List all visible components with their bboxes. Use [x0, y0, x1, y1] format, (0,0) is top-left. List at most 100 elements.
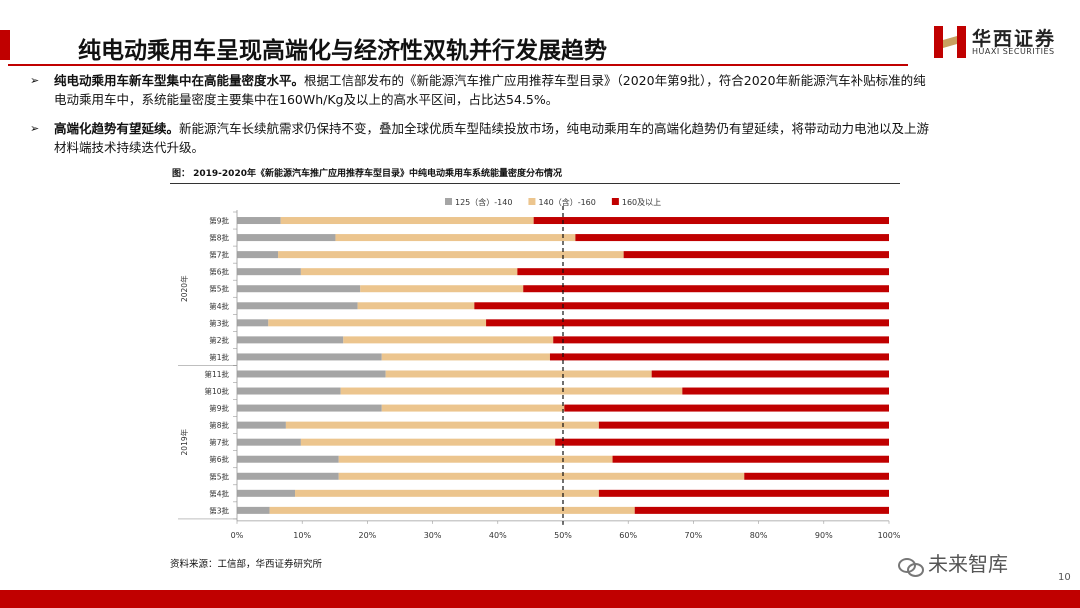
watermark-text: 未来智库: [928, 552, 1008, 576]
bar-segment-1: [237, 370, 386, 378]
bar-segment-3: [553, 336, 889, 344]
category-label: 第9批: [209, 216, 229, 226]
bar-segment-3: [623, 251, 889, 259]
x-tick-label: 90%: [815, 531, 833, 540]
bar-segment-2: [338, 455, 613, 463]
category-label: 第11批: [204, 369, 229, 379]
category-label: 第4批: [209, 301, 229, 311]
bar-segment-1: [237, 251, 279, 259]
bullet-arrow-icon: ➢: [30, 122, 40, 135]
bar-segment-1: [237, 302, 358, 310]
bar-segment-1: [237, 421, 286, 429]
bar-segment-3: [549, 353, 889, 361]
figure-caption: 图： 2019-2020年《新能源汽车推广应用推荐车型目录》中纯电动乘用车系统能…: [172, 169, 562, 179]
legend-label-1: 125（含）-140: [455, 197, 512, 207]
bar-segment-1: [237, 234, 336, 242]
wechat-icon: [898, 556, 924, 577]
bullet-arrow-icon: ➢: [30, 74, 40, 87]
bar-segment-2: [343, 336, 554, 344]
bar-segment-2: [295, 489, 599, 497]
category-label: 第6批: [209, 454, 229, 464]
bar-segment-3: [575, 234, 889, 242]
category-label: 第7批: [209, 437, 229, 447]
huaxi-logo: 华西证券 HUAXI SECURITIES: [932, 24, 1072, 60]
bar-segment-2: [335, 234, 576, 242]
category-label: 第6批: [209, 267, 229, 277]
bar-segment-3: [598, 489, 889, 497]
bullet-2-bold: 高端化趋势有望延续。: [54, 121, 180, 136]
category-label: 第4批: [209, 488, 229, 498]
bar-segment-3: [598, 421, 889, 429]
x-tick-label: 0%: [231, 531, 244, 540]
category-label: 第5批: [209, 284, 229, 294]
legend-label-3: 160及以上: [622, 198, 661, 207]
x-tick-label: 100%: [878, 531, 900, 540]
huaxi-logo-icon: [934, 26, 966, 58]
bar-segment-2: [300, 438, 556, 446]
bar-segment-1: [237, 506, 270, 514]
category-label: 第9批: [209, 403, 229, 413]
bar-segment-2: [357, 302, 475, 310]
logo-text-en: HUAXI SECURITIES: [972, 47, 1055, 56]
category-label: 第3批: [209, 505, 229, 515]
category-label: 第7批: [209, 250, 229, 260]
bar-segment-3: [634, 506, 889, 514]
bar-segment-2: [381, 353, 550, 361]
category-label: 第3批: [209, 318, 229, 328]
bar-segment-1: [237, 268, 301, 276]
bar-segment-2: [381, 404, 565, 412]
x-tick-label: 20%: [359, 531, 377, 540]
stacked-bar-chart: 125（含）-140 140（含）-160 160及以上第9批第8批第7批第6批第5…: [178, 197, 900, 540]
category-label: 第8批: [209, 420, 229, 430]
figure-caption-rule: [170, 183, 900, 184]
bar-segment-1: [237, 455, 339, 463]
bar-segment-3: [474, 302, 889, 310]
bar-segment-1: [237, 387, 341, 395]
bar-segment-3: [555, 438, 889, 446]
bar-segment-3: [486, 319, 889, 327]
bar-segment-1: [237, 353, 382, 361]
bar-segment-3: [612, 455, 889, 463]
x-tick-label: 40%: [489, 531, 507, 540]
x-tick-label: 10%: [293, 531, 311, 540]
legend-swatch-3: [611, 198, 619, 205]
category-label: 第2批: [209, 335, 229, 345]
page-title: 纯电动乘用车呈现高端化与经济性双轨并行发展趋势: [78, 38, 607, 64]
bar-segment-2: [278, 251, 624, 259]
bar-segment-3: [533, 217, 889, 225]
title-accent-block: [0, 30, 10, 60]
bullet-1-bold: 纯电动乘用车新车型集中在高能量密度水平。: [54, 73, 305, 88]
bar-segment-3: [523, 285, 889, 293]
footer-bar: [0, 590, 1080, 608]
x-tick-label: 70%: [685, 531, 703, 540]
bar-segment-1: [237, 489, 296, 497]
group-label: 2020年: [179, 275, 189, 302]
legend-label-2: 140（含）-160: [538, 197, 595, 207]
bar-segment-2: [268, 319, 487, 327]
bar-segment-2: [285, 421, 599, 429]
bar-segment-2: [338, 472, 745, 480]
legend-swatch-1: [445, 198, 452, 205]
page-number: 10: [1058, 572, 1071, 583]
bar-segment-1: [237, 472, 339, 480]
category-label: 第1批: [209, 352, 229, 362]
group-label: 2019年: [179, 428, 189, 455]
bar-segment-1: [237, 438, 301, 446]
bar-segment-3: [517, 268, 889, 276]
x-tick-label: 60%: [619, 531, 637, 540]
bar-segment-1: [237, 285, 361, 293]
watermark: 未来智库: [898, 548, 1008, 577]
figure-source: 资料来源：工信部，华西证券研究所: [170, 559, 323, 570]
x-tick-label: 80%: [750, 531, 768, 540]
bar-segment-2: [385, 370, 652, 378]
bar-segment-3: [564, 404, 889, 412]
bar-segment-3: [744, 472, 889, 480]
category-label: 第10批: [204, 386, 229, 396]
category-label: 第5批: [209, 471, 229, 481]
bullet-2-text: 新能源汽车长续航需求仍保持不变，叠加全球优质车型陆续投放市场，纯电动乘用车的高端…: [54, 121, 930, 155]
bar-segment-1: [237, 217, 281, 225]
bar-segment-2: [340, 387, 683, 395]
bar-segment-1: [237, 336, 344, 344]
bar-segment-2: [280, 217, 534, 225]
bar-segment-3: [682, 387, 889, 395]
